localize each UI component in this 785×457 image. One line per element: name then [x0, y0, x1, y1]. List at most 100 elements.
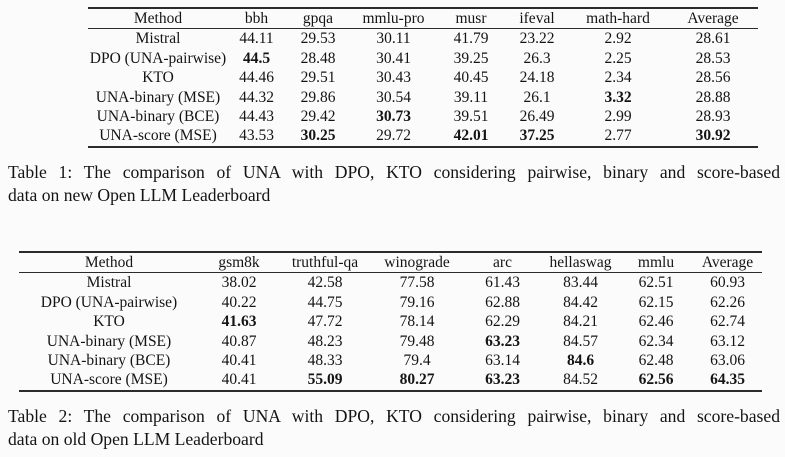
value-cell: 39.51: [453, 108, 489, 126]
value-cell: 28.48: [300, 49, 336, 67]
table-row: DPO (UNA-pairwise) 44.5 28.48 30.41 39.25 26.…: [88, 49, 758, 68]
value-cell: 2.25: [604, 49, 632, 67]
column-header: bbh: [228, 8, 285, 30]
column-header: musr: [436, 8, 506, 30]
column-header: gpqa: [285, 8, 351, 30]
table-row: UNA-binary (MSE) 44.32 29.86 30.54 39.11 26.1…: [88, 88, 758, 107]
table-row: Mistral 44.11 29.53 30.11 41.79 23.22 2.92 28.6…: [88, 29, 758, 49]
column-header: mmlu: [619, 252, 693, 274]
column-header: winograde: [371, 252, 463, 274]
value-cell: 39.11: [453, 88, 489, 106]
value-cell: 84.6: [566, 352, 595, 370]
value-cell: 77.58: [399, 274, 435, 292]
value-cell: 28.53: [695, 49, 731, 67]
value-cell: 29.42: [300, 108, 336, 126]
value-cell: 38.02: [221, 274, 257, 292]
value-cell: 62.48: [638, 352, 674, 370]
value-cell: 42.01: [453, 127, 489, 145]
table-1-caption-line-2: data on new Open LLM Leaderboard: [8, 184, 271, 205]
value-cell: 64.35: [710, 371, 745, 389]
value-cell: 44.46: [239, 69, 274, 87]
value-cell: 40.22: [221, 293, 257, 311]
value-cell: 2.77: [604, 127, 632, 145]
header-row: Method gsm8k truthful-qa winograde arc hellas…: [19, 252, 762, 274]
value-cell: 62.34: [638, 332, 674, 350]
value-cell: 41.79: [453, 30, 489, 48]
value-cell: 62.51: [638, 274, 674, 292]
value-cell: 2.99: [604, 108, 632, 126]
column-header: arc: [463, 252, 542, 274]
value-cell: 28.61: [695, 30, 731, 48]
column-header: Average: [668, 8, 758, 30]
column-header: gsm8k: [199, 252, 279, 274]
method-cell: UNA-score (MSE): [99, 127, 217, 145]
value-cell: 28.93: [695, 108, 731, 126]
method-cell: UNA-binary (BCE): [96, 108, 220, 126]
results-table-1-container: Method bbh gpqa mmlu-pro musr ifeval math-hard…: [88, 7, 758, 148]
value-cell: 62.56: [638, 371, 674, 389]
value-cell: 42.58: [307, 274, 343, 292]
method-cell: UNA-binary (MSE): [95, 88, 221, 106]
value-cell: 41.63: [221, 313, 257, 331]
value-cell: 2.92: [604, 30, 632, 48]
value-cell: 44.43: [239, 108, 274, 126]
value-cell: 30.54: [376, 88, 411, 106]
value-cell: 62.46: [638, 313, 674, 331]
table-2-caption-line-1: Table 2: The comparison of UNA with DPO,…: [8, 406, 780, 426]
column-header: Method: [19, 252, 199, 274]
method-cell: DPO (UNA-pairwise): [89, 49, 227, 67]
value-cell: 29.51: [300, 69, 336, 87]
method-cell: DPO (UNA-pairwise): [40, 293, 178, 311]
table-row: DPO (UNA-pairwise) 40.22 44.75 79.16 62.88 84…: [19, 293, 762, 312]
method-cell: UNA-binary (BCE): [47, 352, 171, 370]
value-cell: 26.1: [523, 88, 551, 106]
table-row: KTO 44.46 29.51 30.43 40.45 24.18 2.34 28.56: [88, 68, 758, 87]
value-cell: 83.44: [563, 274, 598, 292]
value-cell: 23.22: [519, 30, 555, 48]
value-cell: 84.57: [563, 332, 598, 350]
value-cell: 44.5: [242, 49, 271, 67]
table-row: UNA-binary (BCE) 40.41 48.33 79.4 63.14 84.6 6…: [19, 351, 762, 370]
column-header: Average: [693, 252, 762, 274]
value-cell: 79.16: [399, 293, 435, 311]
table-2-caption: Table 2: The comparison of UNA with DPO,…: [8, 405, 780, 450]
value-cell: 84.52: [563, 371, 598, 389]
table-row: KTO 41.63 47.72 78.14 62.29 84.21 62.46 62.74: [19, 312, 762, 331]
value-cell: 24.18: [519, 69, 555, 87]
value-cell: 40.87: [221, 332, 257, 350]
value-cell: 63.12: [710, 332, 745, 350]
column-header: math-hard: [568, 8, 668, 30]
value-cell: 62.88: [485, 293, 520, 311]
method-cell: KTO: [93, 313, 125, 331]
table-2-caption-line-2: data on old Open LLM Leaderboard: [8, 428, 264, 449]
value-cell: 28.56: [695, 69, 731, 87]
table-row: Mistral 38.02 42.58 77.58 61.43 83.44 62.51 60.…: [19, 273, 762, 293]
value-cell: 84.21: [563, 313, 598, 331]
column-header: hellaswag: [542, 252, 619, 274]
column-header: Method: [88, 8, 228, 30]
value-cell: 30.11: [376, 30, 411, 48]
method-cell: Mistral: [86, 274, 132, 292]
value-cell: 39.25: [453, 49, 489, 67]
value-cell: 62.74: [710, 313, 745, 331]
value-cell: 80.27: [399, 371, 435, 389]
results-table-2-container: Method gsm8k truthful-qa winograde arc hellas…: [19, 251, 762, 392]
header-row: Method bbh gpqa mmlu-pro musr ifeval math-hard…: [88, 8, 758, 30]
value-cell: 79.4: [403, 352, 431, 370]
value-cell: 44.11: [239, 30, 274, 48]
value-cell: 84.42: [563, 293, 598, 311]
value-cell: 55.09: [307, 371, 343, 389]
value-cell: 29.72: [376, 127, 411, 145]
value-cell: 43.53: [239, 127, 274, 145]
value-cell: 79.48: [399, 332, 435, 350]
value-cell: 40.41: [221, 352, 257, 370]
method-cell: UNA-binary (MSE): [46, 332, 172, 350]
value-cell: 30.43: [376, 69, 411, 87]
value-cell: 62.15: [638, 293, 674, 311]
table-row: UNA-binary (MSE) 40.87 48.23 79.48 63.23 84.5…: [19, 332, 762, 351]
value-cell: 26.3: [523, 49, 551, 67]
table-1-caption-line-1: Table 1: The comparison of UNA with DPO,…: [8, 162, 780, 182]
value-cell: 44.75: [307, 293, 343, 311]
value-cell: 40.41: [221, 371, 257, 389]
